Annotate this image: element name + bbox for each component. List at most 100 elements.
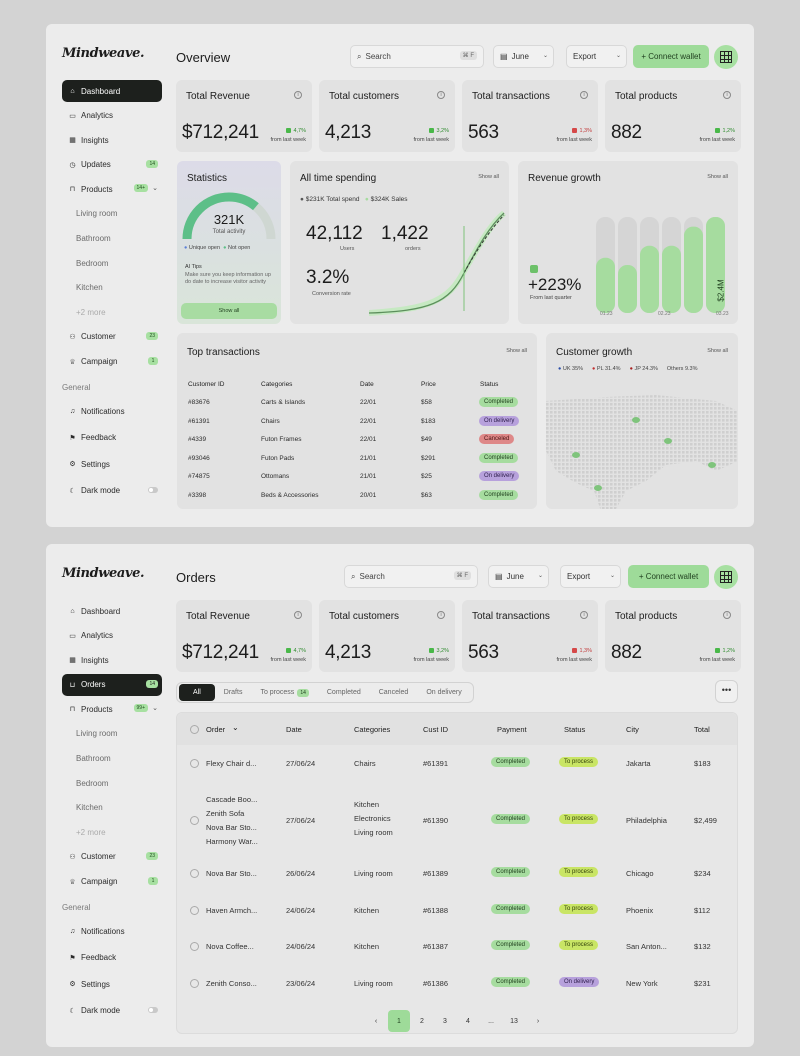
- row-checkbox[interactable]: [190, 759, 199, 768]
- tab-drafts[interactable]: Drafts: [215, 684, 252, 701]
- row-checkbox[interactable]: [190, 869, 199, 878]
- tab-completed[interactable]: Completed: [318, 684, 370, 701]
- sidebar-item-analytics[interactable]: ▭ Analytics: [62, 105, 162, 127]
- chevron-down-icon[interactable]: ⌄: [152, 705, 158, 713]
- tab-on-delivery[interactable]: On delivery: [417, 684, 470, 701]
- search-input[interactable]: ⌕ Search ⌘ F: [350, 45, 484, 68]
- sidebar-item-label: Dark mode: [81, 486, 121, 496]
- sidebar-item-settings[interactable]: ⚙ Settings: [62, 452, 162, 476]
- sidebar-item-dashboard[interactable]: ⌂ Dashboard: [62, 600, 162, 622]
- revenue-bar[interactable]: [618, 265, 637, 313]
- order-item[interactable]: Nova Bar Sto...: [206, 823, 257, 832]
- sidebar-item-products[interactable]: ⊓ Products 99+ ⌄: [62, 698, 162, 720]
- select-all-checkbox[interactable]: [190, 725, 199, 734]
- order-item[interactable]: Flexy Chair d...: [206, 759, 257, 768]
- order-item[interactable]: Zenith Sofa: [206, 809, 245, 818]
- show-all-button[interactable]: Show all: [181, 303, 277, 319]
- info-icon[interactable]: i: [723, 611, 731, 619]
- info-icon[interactable]: i: [294, 91, 302, 99]
- sidebar-item-feedback[interactable]: ⚑ Feedback: [62, 426, 162, 450]
- sidebar-item--2-more[interactable]: +2 more: [62, 821, 162, 843]
- sidebar-item-settings[interactable]: ⚙ Settings: [62, 972, 162, 996]
- sidebar-item-dark-mode[interactable]: ☾ Dark mode: [62, 999, 162, 1023]
- row-checkbox[interactable]: [190, 906, 199, 915]
- order-item[interactable]: Haven Armch...: [206, 906, 258, 915]
- info-icon[interactable]: i: [437, 91, 445, 99]
- sidebar-item-bedroom[interactable]: Bedroom: [62, 252, 162, 274]
- sidebar-item-kitchen[interactable]: Kitchen: [62, 797, 162, 819]
- sidebar-item-living-room[interactable]: Living room: [62, 723, 162, 745]
- revenue-bar[interactable]: [706, 217, 725, 313]
- sidebar-item-bathroom[interactable]: Bathroom: [62, 228, 162, 250]
- revenue-bar[interactable]: [684, 226, 703, 313]
- sidebar-item-dashboard[interactable]: ⌂ Dashboard: [62, 80, 162, 102]
- page-button-13[interactable]: 13: [510, 1017, 518, 1025]
- dark-mode-toggle[interactable]: [148, 486, 158, 493]
- sidebar-item-orders[interactable]: ⊔ Orders 14: [62, 673, 162, 696]
- sidebar-item-bedroom[interactable]: Bedroom: [62, 772, 162, 794]
- sidebar-item-label: Bathroom: [76, 754, 111, 764]
- info-icon[interactable]: i: [580, 611, 588, 619]
- column-header[interactable]: Order: [206, 725, 226, 734]
- page-button-4[interactable]: 4: [466, 1017, 470, 1025]
- row-checkbox[interactable]: [190, 942, 199, 951]
- revenue-bar[interactable]: [640, 245, 659, 313]
- tab-all[interactable]: All: [179, 684, 215, 701]
- revenue-bar[interactable]: [662, 245, 681, 313]
- prev-page-button[interactable]: ‹: [374, 1017, 378, 1025]
- cell-category: Futon Pads: [261, 454, 295, 462]
- show-all-link[interactable]: Show all: [707, 348, 728, 354]
- sidebar-item-dark-mode[interactable]: ☾ Dark mode: [62, 479, 162, 503]
- info-icon[interactable]: i: [580, 91, 588, 99]
- show-all-link[interactable]: Show all: [478, 174, 499, 180]
- sidebar-item-customer[interactable]: ⚇ Customer 23: [62, 846, 162, 868]
- sidebar-item-kitchen[interactable]: Kitchen: [62, 277, 162, 299]
- sidebar-item-insights[interactable]: ▦ Insights: [62, 649, 162, 671]
- order-item[interactable]: Nova Coffee...: [206, 942, 254, 951]
- sidebar-item-living-room[interactable]: Living room: [62, 203, 162, 225]
- sidebar-item--2-more[interactable]: +2 more: [62, 301, 162, 323]
- row-checkbox[interactable]: [190, 816, 199, 825]
- sidebar-item-updates[interactable]: ◷ Updates 14: [62, 154, 162, 176]
- next-page-button[interactable]: ›: [536, 1017, 540, 1025]
- order-item[interactable]: Nova Bar Sto...: [206, 869, 257, 878]
- tab-canceled[interactable]: Canceled: [370, 684, 418, 701]
- sidebar-item-analytics[interactable]: ▭ Analytics: [62, 625, 162, 647]
- page-button-3[interactable]: 3: [443, 1017, 447, 1025]
- export-dropdown[interactable]: Export ⌄: [560, 565, 621, 588]
- show-all-link[interactable]: Show all: [506, 348, 527, 354]
- connect-wallet-button[interactable]: + Connect wallet: [633, 45, 709, 68]
- search-input[interactable]: ⌕ Search ⌘ F: [344, 565, 478, 588]
- sidebar-item-campaign[interactable]: ♕ Campaign 1: [62, 351, 162, 373]
- more-options-button[interactable]: •••: [715, 680, 738, 703]
- info-icon[interactable]: i: [723, 91, 731, 99]
- sidebar-item-notifications[interactable]: ♫ Notifications: [62, 919, 162, 943]
- apps-grid-button[interactable]: [714, 565, 738, 589]
- sidebar-item-campaign[interactable]: ♕ Campaign 1: [62, 871, 162, 893]
- tab-to-process[interactable]: To process 14: [251, 684, 317, 701]
- order-item[interactable]: Harmony War...: [206, 837, 258, 846]
- sidebar-item-notifications[interactable]: ♫ Notifications: [62, 399, 162, 423]
- sidebar-item-feedback[interactable]: ⚑ Feedback: [62, 946, 162, 970]
- export-dropdown[interactable]: Export ⌄: [566, 45, 627, 68]
- show-all-link[interactable]: Show all: [707, 174, 728, 180]
- sidebar-item-customer[interactable]: ⚇ Customer 23: [62, 326, 162, 348]
- info-icon[interactable]: i: [294, 611, 302, 619]
- apps-grid-button[interactable]: [714, 45, 738, 69]
- chevron-down-icon[interactable]: ⌄: [152, 185, 158, 193]
- order-item[interactable]: Zenith Conso...: [206, 979, 257, 988]
- row-checkbox[interactable]: [190, 979, 199, 988]
- sidebar-item-bathroom[interactable]: Bathroom: [62, 748, 162, 770]
- dark-mode-toggle[interactable]: [148, 1006, 158, 1013]
- date-dropdown[interactable]: ▤ June ⌄: [493, 45, 554, 68]
- date-dropdown[interactable]: ▤ June ⌄: [488, 565, 549, 588]
- sort-chevron-icon[interactable]: ⌄: [232, 723, 239, 732]
- connect-wallet-button[interactable]: + Connect wallet: [628, 565, 709, 588]
- revenue-bar[interactable]: [596, 257, 615, 313]
- order-item[interactable]: Cascade Boo...: [206, 795, 258, 804]
- sidebar-item-products[interactable]: ⊓ Products 14+ ⌄: [62, 178, 162, 200]
- info-icon[interactable]: i: [437, 611, 445, 619]
- sidebar-item-insights[interactable]: ▦ Insights: [62, 129, 162, 151]
- page-button-2[interactable]: 2: [420, 1017, 424, 1025]
- page-button-1[interactable]: 1: [388, 1010, 410, 1032]
